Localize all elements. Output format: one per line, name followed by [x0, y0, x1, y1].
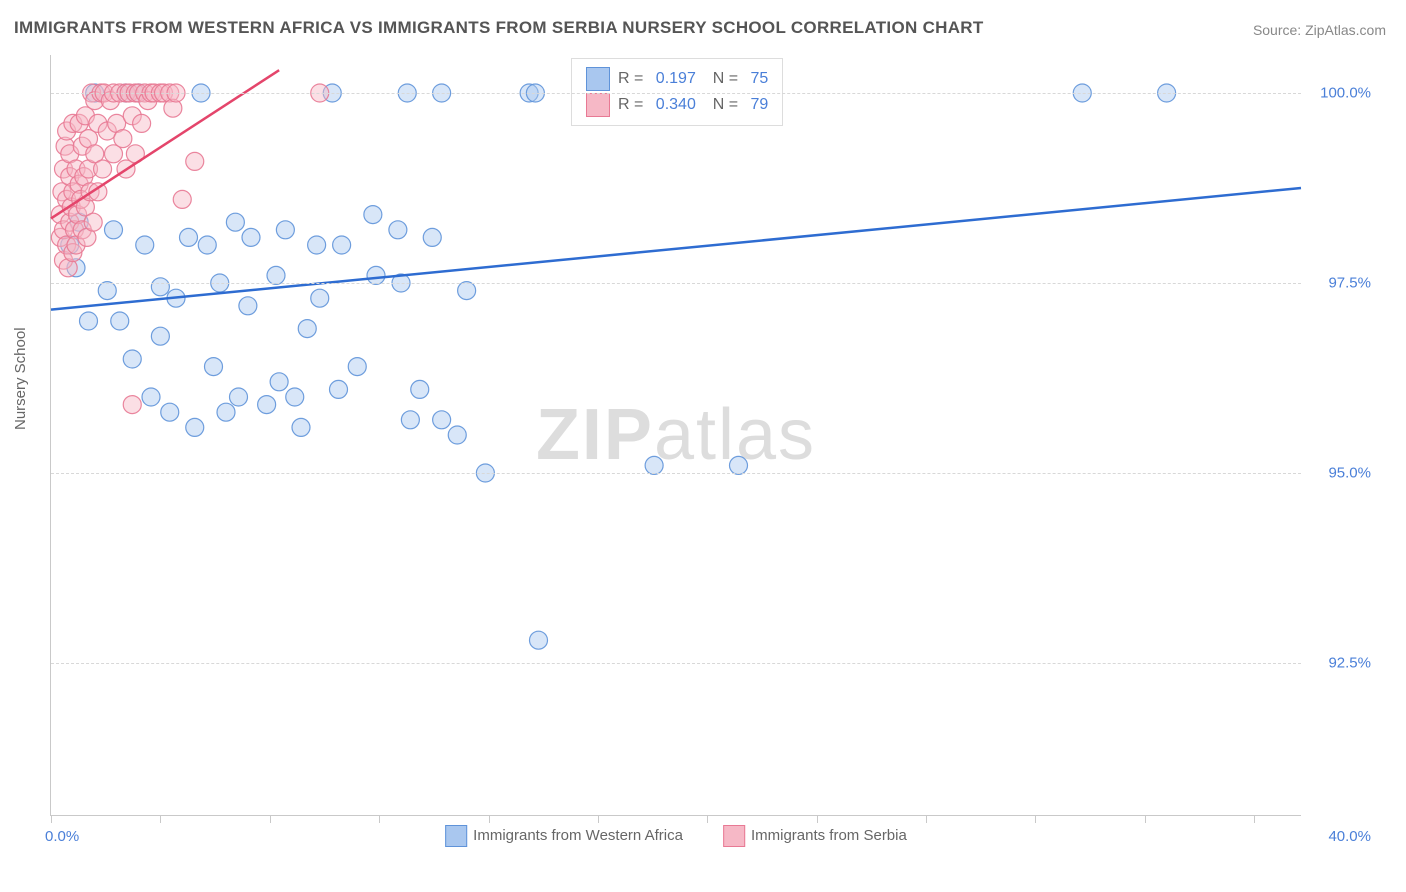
- x-tick: [817, 815, 818, 823]
- gridline: [51, 93, 1301, 94]
- data-point: [205, 358, 223, 376]
- data-point: [123, 350, 141, 368]
- data-point: [348, 358, 366, 376]
- x-tick: [51, 815, 52, 823]
- data-point: [367, 266, 385, 284]
- data-point: [276, 221, 294, 239]
- data-point: [136, 236, 154, 254]
- data-point: [311, 289, 329, 307]
- x-axis-right-label: 40.0%: [1328, 828, 1371, 845]
- data-point: [267, 266, 285, 284]
- data-point: [217, 403, 235, 421]
- x-tick: [160, 815, 161, 823]
- legend-item: Immigrants from Serbia: [723, 825, 907, 847]
- gridline: [51, 283, 1301, 284]
- x-tick: [1145, 815, 1146, 823]
- data-point: [94, 160, 112, 178]
- x-tick: [1035, 815, 1036, 823]
- data-point: [645, 456, 663, 474]
- stats-n-value: 75: [751, 70, 769, 88]
- stats-r-value: 0.197: [656, 70, 696, 88]
- data-point: [239, 297, 257, 315]
- data-point: [180, 228, 198, 246]
- data-point: [411, 380, 429, 398]
- data-point: [111, 312, 129, 330]
- data-point: [530, 631, 548, 649]
- data-point: [242, 228, 260, 246]
- data-point: [133, 114, 151, 132]
- data-point: [186, 152, 204, 170]
- data-point: [458, 282, 476, 300]
- data-point: [333, 236, 351, 254]
- x-tick: [1254, 815, 1255, 823]
- gridline: [51, 473, 1301, 474]
- x-tick: [926, 815, 927, 823]
- y-tick-label: 95.0%: [1328, 465, 1371, 482]
- data-point: [198, 236, 216, 254]
- data-point: [151, 327, 169, 345]
- x-tick: [598, 815, 599, 823]
- legend-swatch-icon: [445, 825, 467, 847]
- x-tick: [379, 815, 380, 823]
- data-point: [161, 403, 179, 421]
- x-axis-left-label: 0.0%: [45, 828, 79, 845]
- data-point: [292, 418, 310, 436]
- data-point: [433, 411, 451, 429]
- stats-n-label: N =: [704, 70, 743, 88]
- gridline: [51, 663, 1301, 664]
- data-point: [401, 411, 419, 429]
- stats-r-label: R =: [618, 70, 648, 88]
- data-point: [286, 388, 304, 406]
- stats-legend-box: R = 0.197 N = 75R = 0.340 N = 79: [571, 58, 783, 126]
- source-label: Source: ZipAtlas.com: [1253, 22, 1386, 38]
- data-point: [84, 213, 102, 231]
- data-point: [105, 221, 123, 239]
- bottom-legend: Immigrants from Western Africa Immigrants…: [445, 825, 907, 847]
- data-point: [298, 320, 316, 338]
- data-point: [80, 312, 98, 330]
- x-tick: [707, 815, 708, 823]
- data-point: [142, 388, 160, 406]
- data-point: [308, 236, 326, 254]
- data-point: [389, 221, 407, 239]
- data-point: [448, 426, 466, 444]
- legend-swatch-icon: [586, 93, 610, 117]
- stats-n-label: N =: [704, 96, 743, 114]
- y-tick-label: 97.5%: [1328, 275, 1371, 292]
- data-point: [98, 282, 116, 300]
- x-tick: [489, 815, 490, 823]
- legend-label: Immigrants from Serbia: [751, 827, 907, 844]
- plot-area: ZIPatlas R = 0.197 N = 75R = 0.340 N = 7…: [50, 55, 1301, 816]
- x-tick: [270, 815, 271, 823]
- stats-n-value: 79: [751, 96, 769, 114]
- data-point: [123, 396, 141, 414]
- chart-title: IMMIGRANTS FROM WESTERN AFRICA VS IMMIGR…: [14, 18, 984, 38]
- y-axis-label: Nursery School: [12, 327, 29, 430]
- data-point: [114, 130, 132, 148]
- scatter-svg: [51, 55, 1301, 815]
- data-point: [173, 190, 191, 208]
- stats-row: R = 0.340 N = 79: [586, 93, 768, 117]
- y-tick-label: 100.0%: [1320, 85, 1371, 102]
- data-point: [151, 278, 169, 296]
- data-point: [423, 228, 441, 246]
- y-tick-label: 92.5%: [1328, 655, 1371, 672]
- data-point: [186, 418, 204, 436]
- trend-line: [51, 188, 1301, 310]
- legend-label: Immigrants from Western Africa: [473, 827, 683, 844]
- data-point: [330, 380, 348, 398]
- stats-r-label: R =: [618, 96, 648, 114]
- data-point: [364, 206, 382, 224]
- legend-swatch-icon: [723, 825, 745, 847]
- data-point: [270, 373, 288, 391]
- legend-item: Immigrants from Western Africa: [445, 825, 683, 847]
- data-point: [226, 213, 244, 231]
- stats-row: R = 0.197 N = 75: [586, 67, 768, 91]
- stats-r-value: 0.340: [656, 96, 696, 114]
- legend-swatch-icon: [586, 67, 610, 91]
- data-point: [730, 456, 748, 474]
- data-point: [258, 396, 276, 414]
- data-point: [230, 388, 248, 406]
